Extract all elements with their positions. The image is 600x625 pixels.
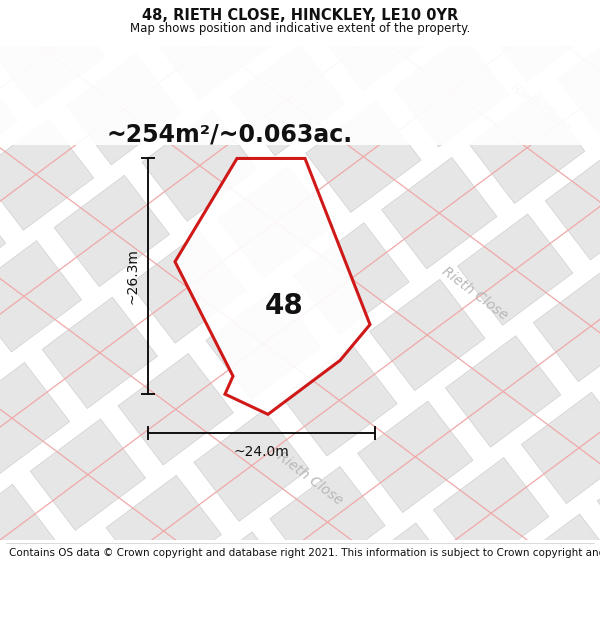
Polygon shape — [206, 288, 321, 399]
Polygon shape — [346, 523, 461, 625]
Text: Rieth Close: Rieth Close — [439, 264, 511, 322]
Polygon shape — [457, 214, 573, 326]
Polygon shape — [0, 241, 82, 352]
Polygon shape — [0, 606, 46, 625]
Polygon shape — [597, 449, 600, 560]
Text: Rieth Close: Rieth Close — [508, 81, 572, 134]
Polygon shape — [106, 476, 221, 587]
Polygon shape — [545, 149, 600, 260]
Text: ~254m²/~0.063ac.: ~254m²/~0.063ac. — [107, 122, 353, 146]
Polygon shape — [218, 166, 333, 278]
Polygon shape — [469, 92, 585, 204]
Polygon shape — [230, 44, 345, 156]
Polygon shape — [175, 159, 370, 414]
Polygon shape — [521, 392, 600, 504]
Text: ~26.3m: ~26.3m — [126, 248, 140, 304]
Polygon shape — [445, 336, 561, 447]
Text: 48: 48 — [265, 292, 304, 320]
Polygon shape — [194, 410, 309, 521]
Polygon shape — [358, 401, 473, 512]
Polygon shape — [305, 101, 421, 212]
Polygon shape — [370, 279, 485, 391]
Text: ~24.0m: ~24.0m — [233, 445, 289, 459]
Polygon shape — [569, 0, 600, 16]
Polygon shape — [142, 110, 257, 221]
Polygon shape — [130, 232, 245, 343]
Text: Map shows position and indicative extent of the property.: Map shows position and indicative extent… — [130, 22, 470, 35]
Polygon shape — [30, 419, 146, 531]
Polygon shape — [433, 458, 549, 569]
Polygon shape — [78, 0, 193, 43]
Polygon shape — [0, 119, 94, 230]
Polygon shape — [509, 514, 600, 625]
Polygon shape — [0, 184, 6, 296]
Polygon shape — [282, 344, 397, 456]
Polygon shape — [242, 0, 357, 34]
Polygon shape — [382, 158, 497, 269]
Polygon shape — [406, 0, 521, 25]
Text: Rieth Close: Rieth Close — [274, 449, 346, 508]
Polygon shape — [258, 588, 373, 625]
Polygon shape — [0, 362, 70, 474]
Polygon shape — [54, 175, 170, 287]
Polygon shape — [42, 297, 158, 409]
Polygon shape — [585, 571, 600, 625]
Polygon shape — [66, 53, 181, 165]
Polygon shape — [394, 36, 509, 147]
Polygon shape — [533, 271, 600, 382]
Polygon shape — [270, 466, 385, 578]
Polygon shape — [154, 0, 269, 99]
Polygon shape — [557, 27, 600, 138]
Polygon shape — [0, 0, 30, 52]
Bar — [0, 0, 600, 145]
Polygon shape — [293, 222, 409, 334]
Polygon shape — [118, 354, 233, 465]
Polygon shape — [94, 598, 209, 625]
Polygon shape — [0, 0, 106, 108]
Polygon shape — [18, 541, 134, 625]
Polygon shape — [182, 532, 297, 625]
Text: Contains OS data © Crown copyright and database right 2021. This information is : Contains OS data © Crown copyright and d… — [9, 549, 600, 559]
Polygon shape — [317, 0, 433, 91]
Polygon shape — [0, 484, 58, 596]
Polygon shape — [0, 62, 18, 174]
Polygon shape — [421, 579, 537, 625]
Polygon shape — [481, 0, 597, 82]
Text: 48, RIETH CLOSE, HINCKLEY, LE10 0YR: 48, RIETH CLOSE, HINCKLEY, LE10 0YR — [142, 8, 458, 23]
